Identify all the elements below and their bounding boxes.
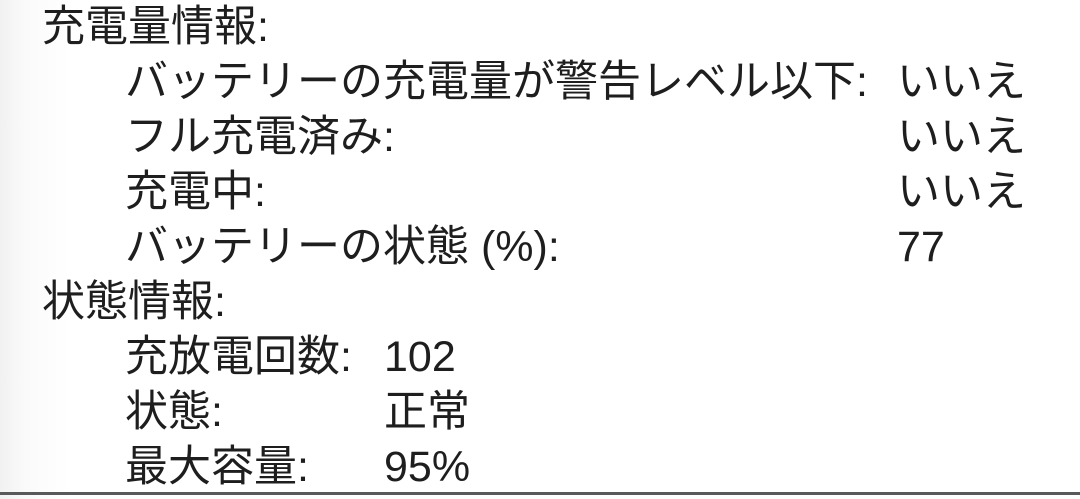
bottom-divider [0,492,1080,495]
info-row-state-of-charge: バッテリーの状態 (%): 77 [0,220,1080,275]
info-row-fully-charged: フル充電済み: いいえ [0,110,1080,165]
info-row-cycle-count: 充放電回数: 102 [0,330,1080,385]
info-row-charge-below-warning: バッテリーの充電量が警告レベル以下: いいえ [0,55,1080,110]
info-value: いいえ [897,168,1026,216]
info-label: 充電中: [125,168,266,216]
info-row-condition: 状態: 正常 [0,385,1080,440]
info-value: 95% [384,443,471,491]
info-label: バッテリーの状態 (%): [125,223,560,271]
info-label: 充放電回数: [125,333,352,381]
section-title-health-information: 状態情報: [42,278,226,326]
info-label: フル充電済み: [125,113,395,161]
info-value: 77 [897,223,945,271]
info-label: 状態: [125,388,223,436]
info-value: いいえ [897,58,1026,106]
section-title-charge-information: 充電量情報: [42,3,269,51]
info-label: バッテリーの充電量が警告レベル以下: [125,58,868,106]
info-value: 正常 [384,388,470,436]
info-row-charging: 充電中: いいえ [0,165,1080,220]
info-value: いいえ [897,113,1026,161]
info-value: 102 [384,333,456,381]
info-row-maximum-capacity: 最大容量: 95% [0,440,1080,495]
info-label: 最大容量: [125,443,309,491]
